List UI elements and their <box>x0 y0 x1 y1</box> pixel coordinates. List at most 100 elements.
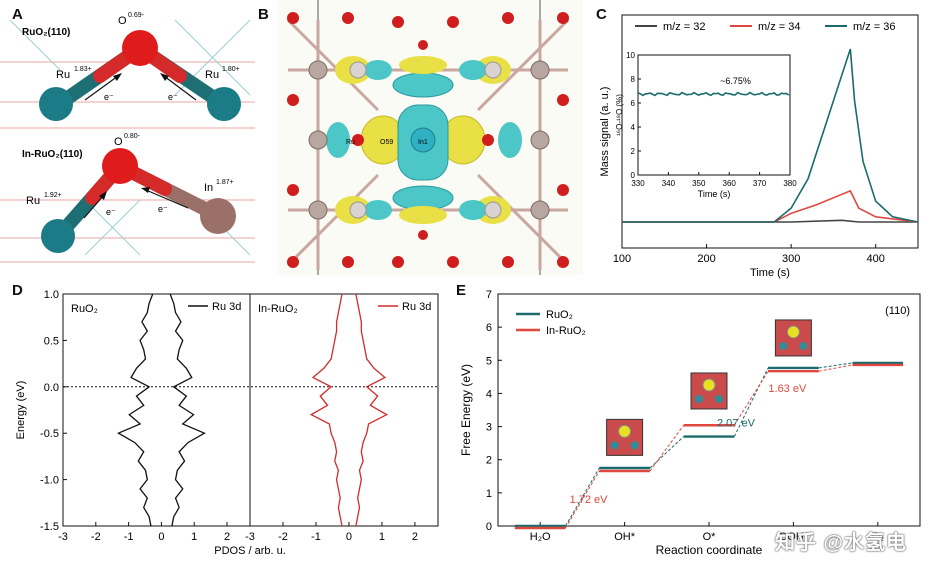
inset-y-tick-label: 0 <box>631 171 636 180</box>
panel-c: C 100 200 300 400 Time (s) Mass signal (a. u.… <box>590 0 933 282</box>
ru-right-label-top: Ru <box>205 69 219 81</box>
inset-x-tick-label: 330 <box>631 179 645 188</box>
inset-y-tick-label: 2 <box>631 147 636 156</box>
inset-x-tick-label: 360 <box>723 179 737 188</box>
annotation-step-3: 1.63 eV <box>768 383 807 395</box>
energy-connector-1 <box>818 364 853 372</box>
x-tick-label: 100 <box>613 253 631 265</box>
ruo2-pdos-line-up <box>169 293 206 527</box>
y-axis-label: Free Energy (eV) <box>459 364 473 456</box>
atom-in1 <box>410 127 436 153</box>
in-ruo2-pdos-line-up <box>355 293 389 527</box>
electron-label: e⁻ <box>104 92 114 102</box>
y-tick-label: 0 <box>486 521 492 533</box>
x-tick-label: -2 <box>91 531 101 543</box>
atom-ru-right-top <box>207 87 241 121</box>
adsorbate-atom <box>618 424 632 438</box>
slab-atom <box>715 394 723 403</box>
inset-y-tick-label: 8 <box>631 75 636 84</box>
x-tick-label: -1 <box>311 531 321 543</box>
x-axis-label: Reaction coordinate <box>656 543 763 557</box>
inset-x-tick-label: 340 <box>662 179 676 188</box>
energy-connector-1 <box>733 370 769 426</box>
slab-atom <box>779 341 788 350</box>
x-tick-label: 0 <box>158 531 164 543</box>
x-tick-label: -2 <box>278 531 288 543</box>
x-tick-label: 1 <box>379 531 385 543</box>
x-tick-label: -3 <box>58 531 68 543</box>
slab-atom <box>695 394 703 403</box>
energy-connector-1 <box>565 470 600 529</box>
y-tick-label: 1.0 <box>44 289 59 301</box>
left-panel-label: RuO₂ <box>71 303 98 315</box>
legend-label: Ru 3d <box>212 301 241 313</box>
x-tick-label: 200 <box>697 253 715 265</box>
annotation-step-1: 1.72 eV <box>570 494 609 506</box>
in-ruo2-pdos-line-down <box>309 293 343 527</box>
y-tick-label: -1.0 <box>40 475 59 487</box>
y-tick-label: 4 <box>486 388 492 400</box>
panel-e-label: E <box>456 282 467 299</box>
x-tick-label: OOH* <box>779 531 809 543</box>
atom-in1-label: In1 <box>418 139 428 146</box>
in-label-bottom: In <box>204 182 213 194</box>
o-charge-bottom: 0.80- <box>124 133 141 140</box>
legend-label: m/z = 36 <box>853 21 896 33</box>
inset-x-tick-label: 380 <box>783 179 797 188</box>
surface-label: (110) <box>885 305 910 317</box>
ru-right-charge-top: 1.80+ <box>222 66 240 73</box>
x-tick-label: H₂O <box>530 531 551 543</box>
panel-a-label: A <box>12 6 23 23</box>
inset-y-tick-label: 4 <box>631 123 636 132</box>
x-tick-label: 2 <box>224 531 230 543</box>
x-tick-label: 1 <box>191 531 197 543</box>
legend-label: RuO₂ <box>546 309 573 321</box>
x-tick-label: 2 <box>412 531 418 543</box>
y-tick-label: 1 <box>486 488 492 500</box>
x-tick-label: -3 <box>245 531 255 543</box>
legend-label: In-RuO₂ <box>546 325 586 337</box>
electron-label: e⁻ <box>158 204 168 214</box>
panel-b-figure: Ru O59 In1 <box>278 0 583 275</box>
ru-left-label-top: Ru <box>56 69 70 81</box>
x-tick-label: 0 <box>346 531 352 543</box>
y-axis-label: Mass signal (a. u.) <box>599 87 611 177</box>
y-tick-label: 0.5 <box>44 335 59 347</box>
x-axis-label: Time (s) <box>750 267 790 279</box>
inset-annotation: ~6.75% <box>720 76 751 86</box>
panel-c-label: C <box>596 6 607 23</box>
x-axis-label: PDOS / arb. u. <box>214 545 286 557</box>
bottom-structure-title: In-RuO₂(110) <box>22 149 83 160</box>
inset-y-tick-label: 10 <box>626 51 635 60</box>
chart-e: 0 1 2 3 4 5 6 7 H₂O OH* O* OOH* O₂ Reaction coordinat… <box>459 289 921 557</box>
atom-ru-left-top <box>39 87 73 121</box>
legend-label: m/z = 34 <box>758 21 801 33</box>
o-label-top: O <box>118 15 127 27</box>
y-tick-label: -1.5 <box>40 521 59 533</box>
o-charge-top: 0.69- <box>128 12 145 19</box>
y-tick-label: 0.0 <box>44 382 59 394</box>
atom-ru-bottom <box>41 219 75 253</box>
y-tick-label: 6 <box>486 322 492 334</box>
in-charge-bottom: 1.87+ <box>216 179 234 186</box>
energy-connector-0 <box>649 436 685 469</box>
slab-atom <box>630 441 639 450</box>
x-tick-label: O* <box>703 531 717 543</box>
inset-frame <box>637 54 791 176</box>
inset-series-line <box>637 91 790 97</box>
panel-b: B <box>258 0 588 280</box>
ru-charge-bottom: 1.92+ <box>44 192 62 199</box>
ru-label-bottom: Ru <box>26 195 40 207</box>
adsorbate-atom <box>786 325 800 339</box>
slab-atom <box>610 441 619 450</box>
atom-o-top <box>122 30 158 66</box>
ruo2-pdos-line-down <box>116 293 154 527</box>
right-panel-label: In-RuO₂ <box>258 303 298 315</box>
atom-ru-label: Ru <box>346 139 355 146</box>
inset-x-tick-label: 370 <box>753 179 767 188</box>
energy-connector-0 <box>565 467 600 527</box>
x-tick-label: OH* <box>614 531 636 543</box>
energy-connector-1 <box>649 424 685 472</box>
inset-x-axis-label: Time (s) <box>698 189 731 199</box>
